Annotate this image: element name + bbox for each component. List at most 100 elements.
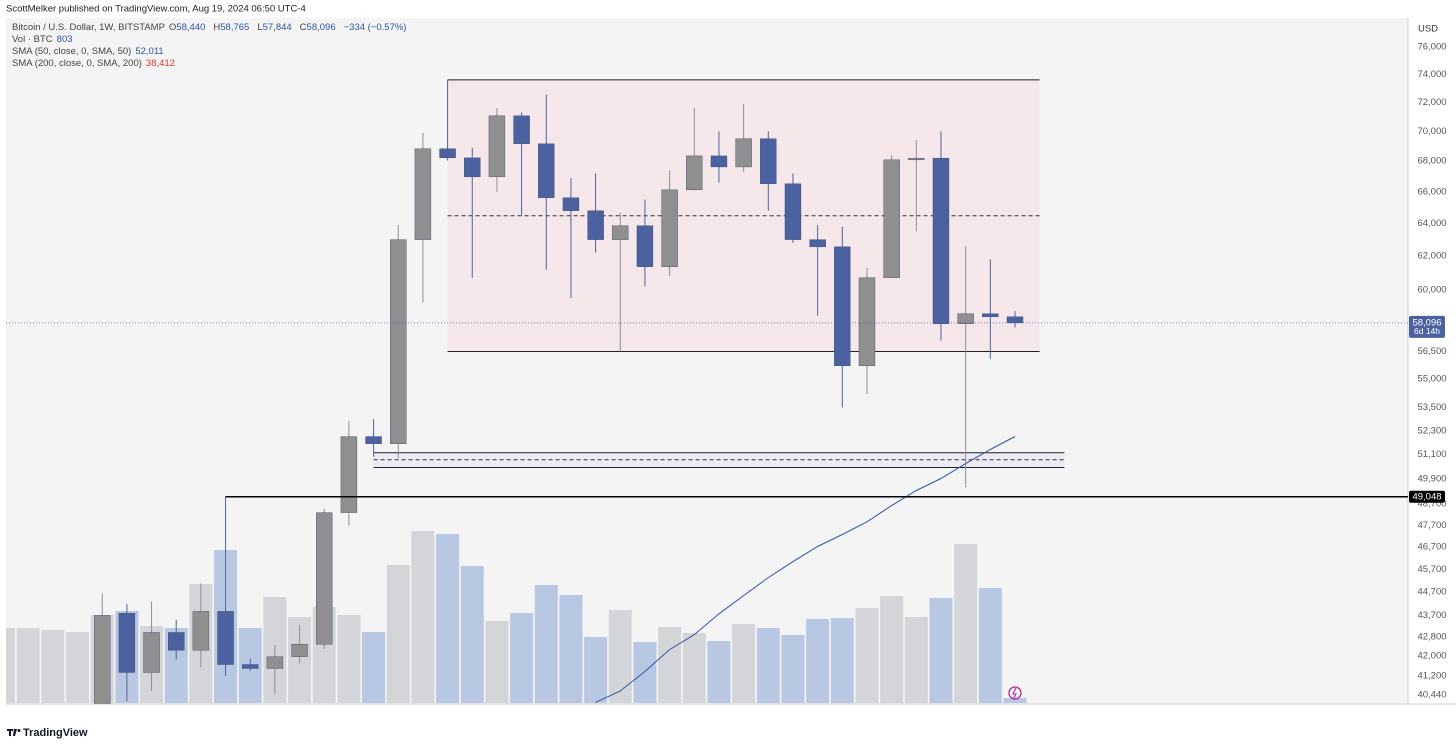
- y-tick-label: 74,000: [1417, 69, 1446, 80]
- candle-body: [316, 512, 333, 645]
- candle-body: [710, 155, 728, 168]
- y-tick-label: 52,300: [1417, 425, 1446, 436]
- volume-bar: [16, 628, 40, 703]
- candle-body: [217, 611, 234, 665]
- x-tick-label: Oct: [1180, 708, 1195, 719]
- x-tick-label: Jun: [736, 708, 751, 719]
- last-price-box: [1409, 315, 1445, 338]
- volume-bar: [756, 628, 780, 703]
- x-tick-label: 2024: [190, 708, 212, 719]
- candle-body: [982, 313, 999, 318]
- candle-body: [858, 277, 876, 366]
- candle-body: [1006, 316, 1024, 324]
- candle-body: [266, 656, 284, 669]
- y-tick-label: 43,700: [1417, 610, 1446, 621]
- candle-body: [488, 115, 506, 178]
- volume-bar: [682, 633, 706, 703]
- ohlc-value: 58,440: [176, 22, 206, 33]
- candle-body: [340, 436, 358, 513]
- ohlc-field: C58,096: [300, 22, 340, 33]
- x-tick-label: May: [636, 708, 654, 719]
- candle-body: [883, 159, 900, 278]
- y-tick-label: 72,000: [1417, 97, 1446, 108]
- volume-bar: [485, 621, 509, 703]
- candle-body: [784, 183, 802, 240]
- publisher: ScottMelker published on TradingView.com…: [6, 4, 306, 15]
- ohlc-field: L57,844: [257, 22, 295, 33]
- candle-body: [562, 197, 580, 211]
- volume-bar: [559, 595, 583, 703]
- y-tick-label: 56,500: [1417, 346, 1446, 357]
- brand-logo: [7, 729, 21, 736]
- volume-bar: [66, 632, 90, 703]
- ohlc-key: L: [257, 22, 263, 33]
- event-icon[interactable]: [1008, 686, 1022, 700]
- y-tick-label: 66,000: [1417, 186, 1446, 197]
- candle-body: [957, 313, 974, 324]
- candle-body: [538, 143, 555, 198]
- countdown-label: 6d 14h: [1414, 326, 1440, 336]
- ohlc-key: C: [299, 22, 307, 33]
- volume-bar: [707, 641, 731, 703]
- candle-body: [735, 138, 752, 168]
- candle-body: [686, 155, 703, 191]
- volume-bar: [954, 544, 978, 703]
- volume-bar: [6, 628, 16, 703]
- ohlc-value: 58,765: [220, 22, 250, 33]
- candle-body: [464, 157, 481, 178]
- volume-bar: [633, 642, 657, 703]
- ohlc-key: H: [213, 22, 221, 33]
- candle-body: [365, 436, 382, 444]
- indicator-value: 38,412: [145, 58, 175, 69]
- candle-body: [908, 157, 925, 161]
- volume-bar: [732, 624, 756, 703]
- volume-bar: [806, 619, 830, 703]
- candle-body: [118, 613, 136, 673]
- volume-bar: [608, 610, 632, 703]
- y-tick-label: 40,440: [1417, 690, 1446, 701]
- indicator-name: SMA (200, close, 0, SMA, 200): [12, 58, 142, 69]
- y-tick-label: 55,000: [1417, 374, 1446, 385]
- symbol-title: Bitcoin / U.S. Dollar, 1W, BITSTAMP: [12, 22, 165, 33]
- candle-body: [587, 210, 604, 240]
- y-tick-label: 46,700: [1417, 542, 1446, 553]
- volume-bar: [830, 618, 854, 703]
- volume-bar: [929, 598, 953, 703]
- x-tick-label: Apr: [514, 708, 529, 719]
- level-label-box: [1409, 490, 1445, 503]
- x-tick-label: Dec: [1377, 708, 1394, 719]
- indicator-row: SMA (200, close, 0, SMA, 200) 38,412: [12, 58, 179, 70]
- candle-body: [809, 239, 826, 248]
- volume-bar: [337, 615, 361, 703]
- y-tick-label: 45,700: [1417, 564, 1446, 575]
- event-icon-bolt: [1012, 687, 1017, 699]
- x-tick-label: Mar: [415, 708, 431, 719]
- sma-50-line: [595, 436, 1016, 703]
- candle-body: [636, 225, 654, 267]
- candle-body: [513, 115, 530, 145]
- y-tick-label: 41,200: [1417, 670, 1446, 681]
- indicator-row: Vol · BTC 803: [12, 34, 179, 46]
- y-tick-label: 42,800: [1417, 631, 1446, 642]
- y-tick-label: 53,500: [1417, 402, 1446, 413]
- ohlc-field: O58,440: [169, 22, 209, 33]
- x-tick-label: Nov: [0, 708, 12, 719]
- ohlc-key: O: [168, 22, 177, 33]
- x-tick-label: Aug: [957, 708, 974, 719]
- candle-body: [94, 615, 111, 704]
- y-tick-label: 70,000: [1417, 126, 1446, 137]
- volume-bar: [880, 596, 904, 703]
- volume-bar: [362, 632, 386, 703]
- volume-bar: [904, 617, 928, 703]
- y-tick-label: 44,700: [1417, 587, 1446, 598]
- y-tick-label: 49,900: [1417, 474, 1446, 485]
- x-tick-label: Dec: [94, 708, 111, 719]
- volume-bar: [436, 534, 460, 703]
- y-tick-label: 51,100: [1417, 449, 1446, 460]
- volume-bar: [978, 588, 1002, 703]
- candle-body: [612, 225, 629, 240]
- volume-bar: [411, 531, 435, 703]
- volume-bar: [1003, 697, 1027, 703]
- indicator-value: 52,011: [135, 46, 164, 57]
